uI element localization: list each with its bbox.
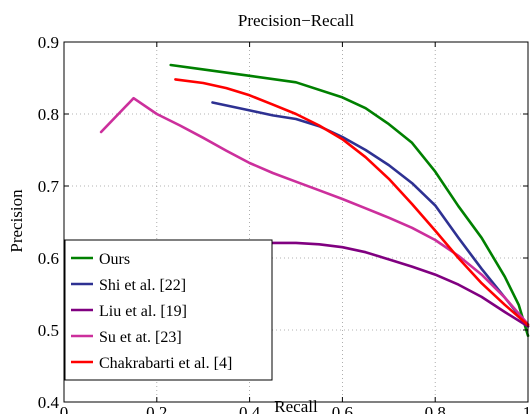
- x-tick-label: 0.6: [332, 403, 353, 414]
- y-axis-label: Precision: [7, 189, 26, 253]
- series-line: [99, 96, 530, 326]
- y-tick-label: 0.7: [38, 177, 60, 196]
- series-line: [174, 78, 530, 327]
- x-axis-label: Recall: [274, 397, 318, 414]
- y-tick-label: 0.4: [38, 393, 60, 412]
- y-tick-label: 0.5: [38, 321, 59, 340]
- x-tick-label: 1: [523, 403, 531, 414]
- chart-title: Precision−Recall: [238, 11, 355, 30]
- x-tick-label: 0.4: [239, 403, 261, 414]
- x-tick-label: 0.2: [146, 403, 167, 414]
- x-tick-label: 0.8: [425, 403, 446, 414]
- plot-frame: [63, 41, 529, 403]
- series-lines: [99, 63, 530, 338]
- legend-label: Shi et al. [22]: [99, 277, 186, 294]
- legend-label: Chakrabarti et al. [4]: [99, 355, 232, 372]
- legend-label: Ours: [99, 251, 130, 268]
- legend-box: [64, 239, 273, 381]
- x-tick-label: 0: [60, 403, 69, 414]
- axis-ticks: 0 0.2 0.4 0.6 0.8 1 0.4 0.5 0.6 0.7 0.8 0.9: [38, 33, 531, 414]
- legend-label: Su et at. [23]: [99, 329, 182, 346]
- y-tick-label: 0.9: [38, 33, 59, 52]
- series-line: [211, 101, 530, 328]
- y-tick-label: 0.6: [38, 249, 59, 268]
- y-tick-label: 0.8: [38, 105, 59, 124]
- legend: Ours Shi et al. [22] Liu et al. [19] Su et …: [64, 239, 273, 381]
- series-line: [169, 63, 530, 338]
- legend-label: Liu et al. [19]: [99, 303, 187, 320]
